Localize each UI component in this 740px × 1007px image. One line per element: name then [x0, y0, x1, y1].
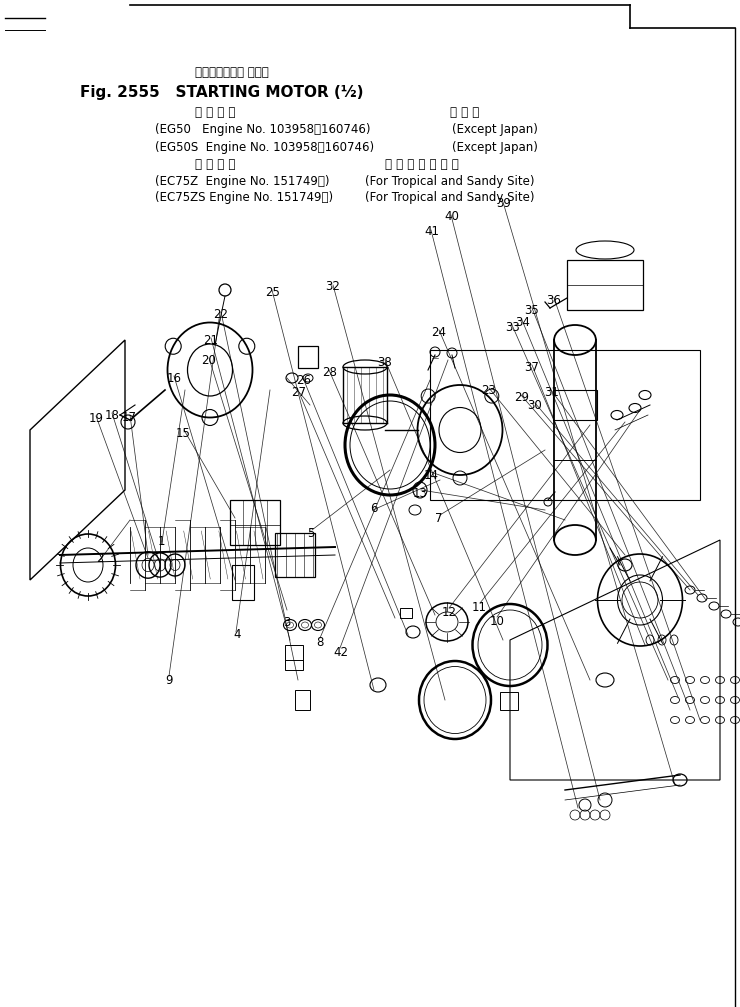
Bar: [553, 390, 597, 420]
Text: 39: 39: [496, 197, 511, 209]
Text: 22: 22: [213, 308, 228, 320]
Text: 27: 27: [291, 387, 306, 399]
Bar: [298, 346, 318, 368]
Text: 38: 38: [377, 356, 392, 369]
Text: 36: 36: [546, 294, 561, 306]
Text: 8: 8: [316, 636, 323, 649]
Text: 34: 34: [515, 316, 530, 328]
Text: 21: 21: [204, 334, 218, 346]
Bar: [232, 565, 254, 600]
Text: 42: 42: [333, 646, 348, 659]
Text: 12: 12: [442, 606, 457, 618]
Text: (EG50   Engine No. 103958～160746): (EG50 Engine No. 103958～160746): [155, 124, 371, 137]
Text: 13: 13: [413, 487, 428, 499]
Text: 37: 37: [524, 362, 539, 374]
Text: Fig. 2555   STARTING MOTOR (½): Fig. 2555 STARTING MOTOR (½): [80, 85, 363, 100]
Text: 33: 33: [505, 321, 519, 333]
Text: 2: 2: [96, 553, 104, 565]
Text: 32: 32: [326, 281, 340, 293]
Text: 適 用 号 機: 適 用 号 機: [195, 107, 235, 120]
Text: (Except Japan): (Except Japan): [452, 141, 538, 153]
Text: 熱 帯 砂 漠 地 仕 様: 熱 帯 砂 漠 地 仕 様: [385, 157, 459, 170]
Text: 28: 28: [322, 367, 337, 379]
Text: (Except Japan): (Except Japan): [452, 124, 538, 137]
Text: 17: 17: [122, 412, 137, 424]
Text: (EG50S  Engine No. 103958～160746): (EG50S Engine No. 103958～160746): [155, 141, 374, 153]
Text: スターティング モータ: スターティング モータ: [195, 65, 269, 79]
Text: 26: 26: [296, 375, 311, 387]
Text: 6: 6: [370, 502, 377, 515]
Text: 25: 25: [265, 286, 280, 298]
Text: 24: 24: [431, 326, 446, 338]
Text: 5: 5: [307, 528, 314, 540]
Bar: [295, 690, 310, 710]
Text: 適 用 号 機: 適 用 号 機: [195, 157, 235, 170]
Text: 10: 10: [490, 615, 505, 627]
Text: 19: 19: [89, 413, 104, 425]
Text: 11: 11: [472, 601, 487, 613]
Text: 7: 7: [435, 513, 443, 525]
Text: 23: 23: [481, 385, 496, 397]
Text: 18: 18: [105, 410, 120, 422]
Bar: [567, 260, 643, 310]
Text: 4: 4: [233, 628, 240, 640]
Bar: [285, 645, 303, 670]
Bar: [500, 692, 518, 710]
Text: (For Tropical and Sandy Site): (For Tropical and Sandy Site): [365, 174, 534, 187]
Text: 35: 35: [524, 304, 539, 316]
Bar: [275, 533, 315, 577]
Text: (EC75ZS Engine No. 151749～): (EC75ZS Engine No. 151749～): [155, 191, 333, 204]
Text: 15: 15: [176, 427, 191, 439]
Text: (EC75Z  Engine No. 151749～): (EC75Z Engine No. 151749～): [155, 174, 329, 187]
Text: 20: 20: [201, 354, 216, 367]
Text: 31: 31: [544, 387, 559, 399]
Text: 40: 40: [444, 210, 459, 223]
Text: 海 外 向: 海 外 向: [450, 107, 480, 120]
Text: 3: 3: [283, 616, 291, 628]
Text: 9: 9: [165, 675, 172, 687]
Bar: [230, 500, 280, 545]
Text: 41: 41: [424, 226, 439, 238]
Text: 30: 30: [527, 400, 542, 412]
Text: 16: 16: [166, 373, 181, 385]
Text: 29: 29: [514, 392, 529, 404]
Text: 14: 14: [424, 469, 439, 481]
Bar: [400, 608, 412, 618]
Text: 1: 1: [158, 536, 165, 548]
Text: (For Tropical and Sandy Site): (For Tropical and Sandy Site): [365, 191, 534, 204]
